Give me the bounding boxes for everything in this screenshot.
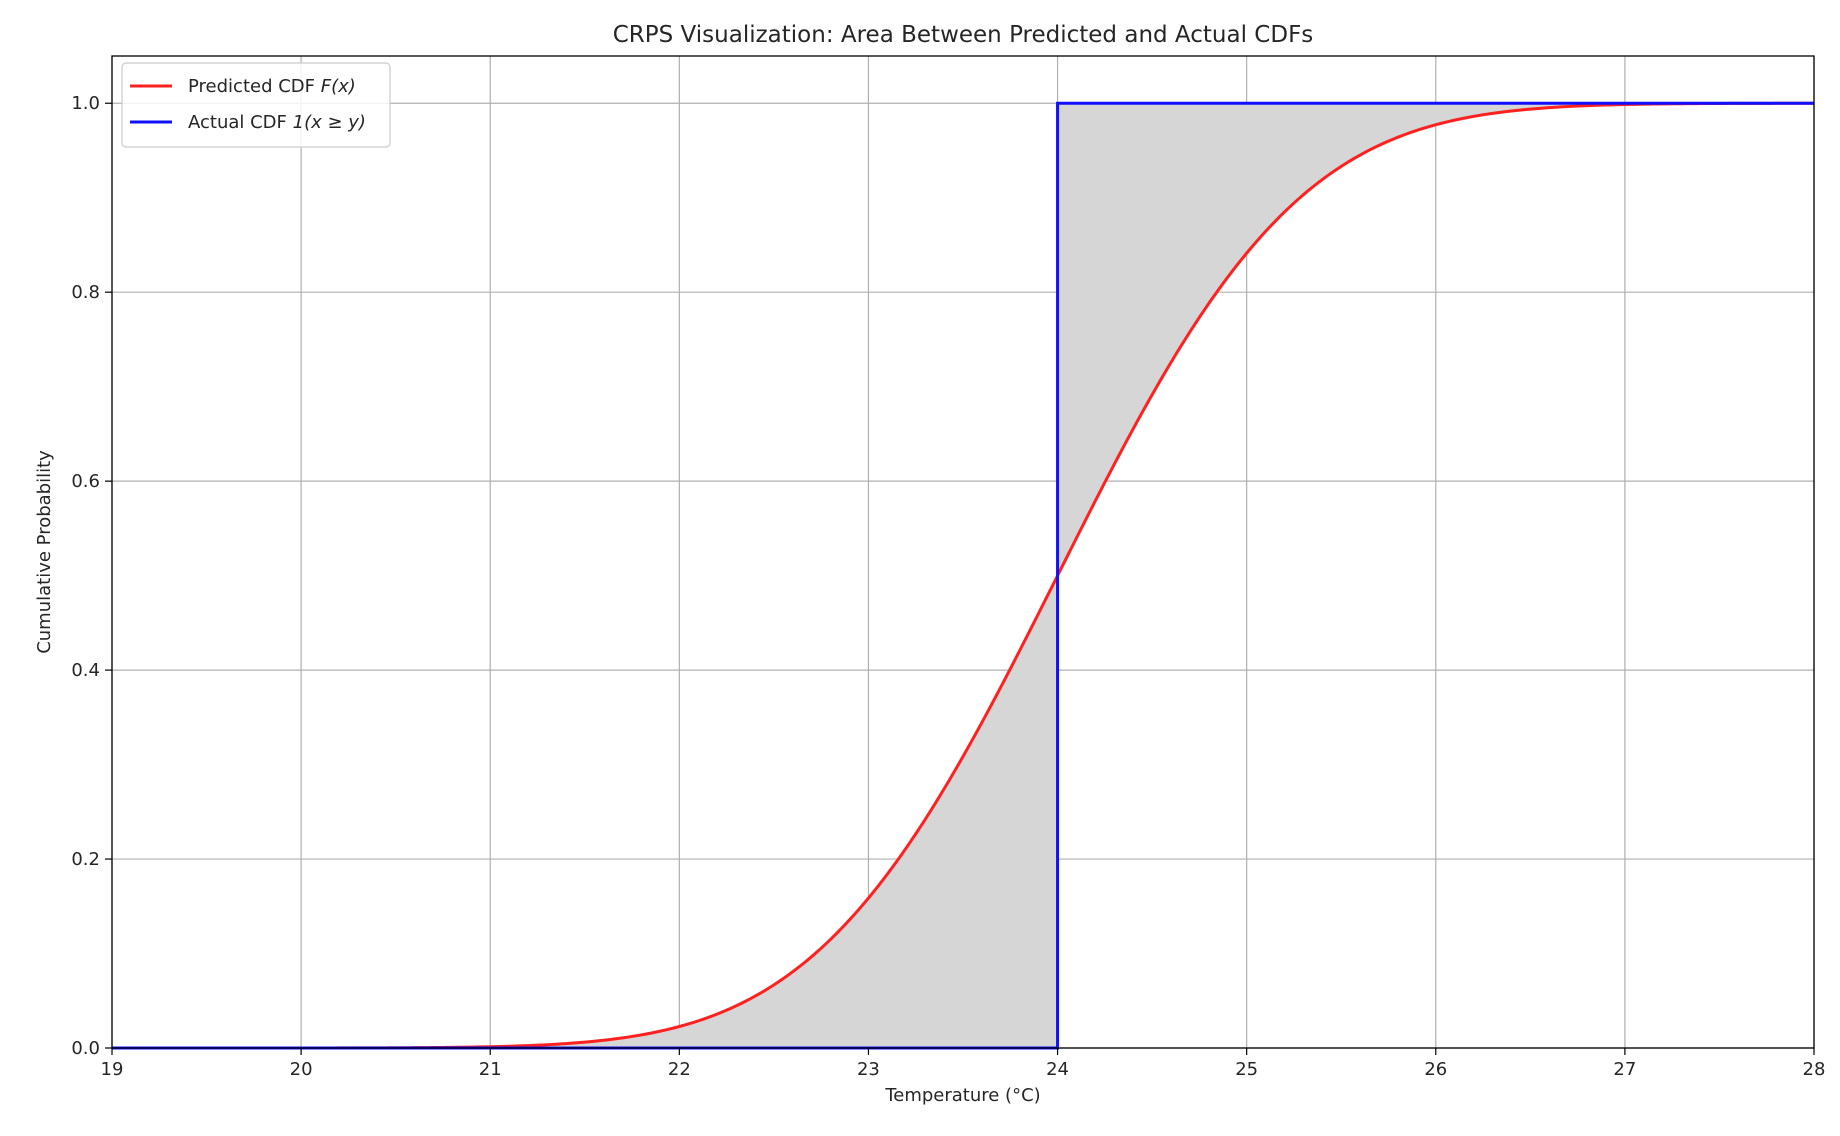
y-tick-label: 0.0 (71, 1038, 100, 1059)
x-tick-label: 24 (1046, 1059, 1069, 1080)
y-tick-label: 0.8 (71, 282, 100, 303)
x-tick-label: 22 (668, 1059, 691, 1080)
y-axis-label: Cumulative Probability (34, 450, 55, 654)
legend-label-math: F(x) (321, 76, 356, 97)
chart-title: CRPS Visualization: Area Between Predict… (613, 22, 1314, 48)
x-tick-label: 27 (1613, 1059, 1636, 1080)
x-tick-label: 25 (1235, 1059, 1258, 1080)
x-tick-label: 26 (1424, 1059, 1447, 1080)
x-tick-label: 21 (479, 1059, 502, 1080)
plot-frame (111, 55, 1815, 1049)
legend-label: Actual CDF 1(x ≥ y) (188, 112, 366, 133)
crps-area-fill (112, 103, 1814, 1048)
y-tick-label: 0.4 (71, 660, 100, 681)
legend-label-math: 1(x ≥ y) (293, 112, 366, 133)
axis-ticks: 19 20 21 22 23 24 25 26 27 28 0.0 0.2 0.4 0.6 0.8 1.0 (71, 93, 1825, 1080)
legend-label: Predicted CDF F(x) (188, 76, 356, 97)
legend-label-prefix: Predicted CDF (188, 76, 321, 97)
legend-box (121, 62, 391, 148)
x-tick-label: 28 (1803, 1059, 1826, 1080)
legend-label-prefix: Actual CDF (188, 112, 293, 133)
y-tick-label: 1.0 (71, 93, 100, 114)
x-axis-label: Temperature (°C) (884, 1085, 1040, 1106)
x-tick-label: 20 (290, 1059, 313, 1080)
legend: Predicted CDF F(x) Actual CDF 1(x ≥ y) (121, 62, 391, 148)
crps-shaded-area (112, 103, 1814, 1048)
y-tick-label: 0.6 (71, 471, 100, 492)
x-tick-label: 19 (101, 1059, 124, 1080)
x-tick-label: 23 (857, 1059, 880, 1080)
y-tick-label: 0.2 (71, 849, 100, 870)
